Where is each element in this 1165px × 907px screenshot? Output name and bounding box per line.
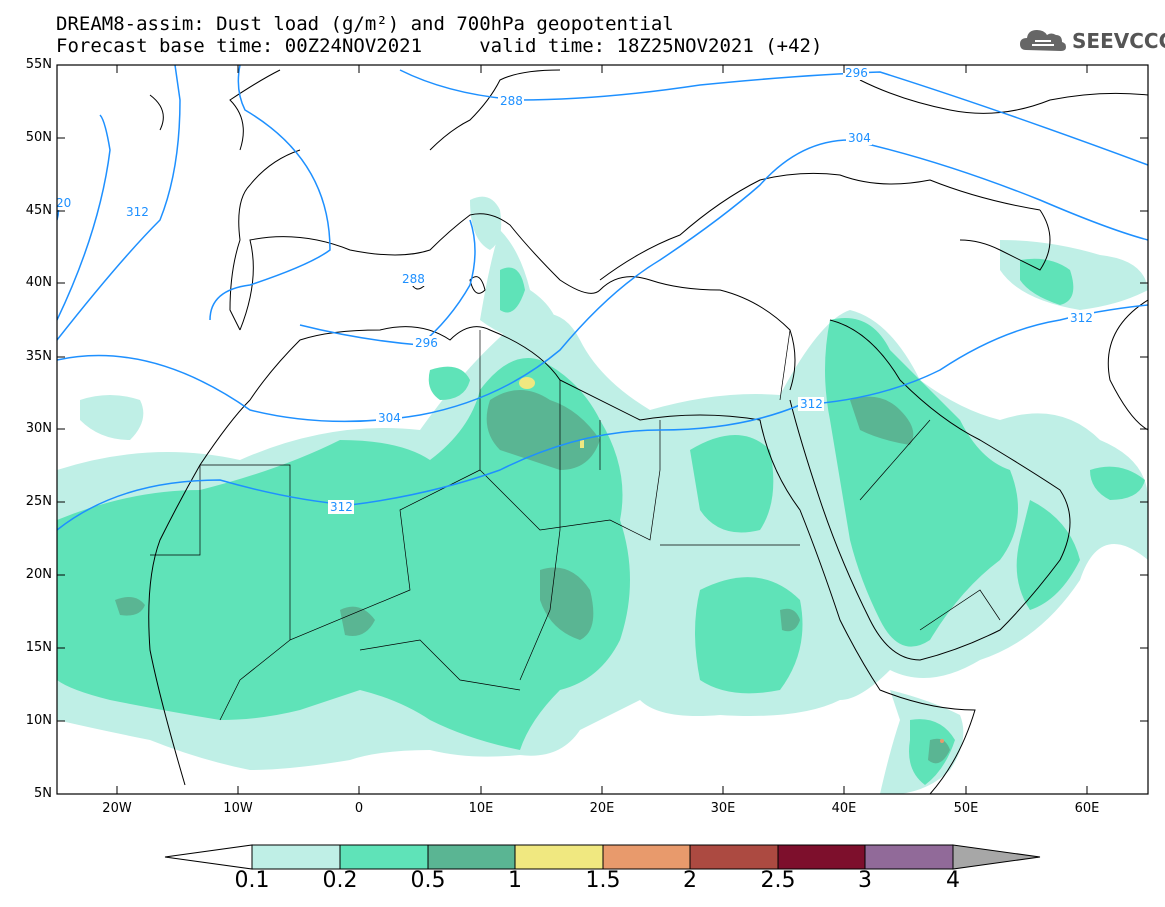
dust-level-1 xyxy=(519,377,584,448)
forecast-times: Forecast base time: 00Z24NOV2021 valid t… xyxy=(56,35,823,57)
contour-label: 312 xyxy=(330,500,353,514)
logo-text: SEEVCCC xyxy=(1072,29,1165,53)
lat-label: 25N xyxy=(25,494,52,509)
colorbar-label: 0.5 xyxy=(410,868,446,893)
cloud-icon xyxy=(1020,30,1066,51)
lat-label: 45N xyxy=(25,203,52,218)
colorbar-swatch xyxy=(251,844,341,870)
contour-label: 312 xyxy=(800,397,823,411)
contour-label: 304 xyxy=(378,411,401,425)
lon-label: 10W xyxy=(223,801,253,816)
lat-label: 40N xyxy=(25,275,52,290)
contour-label: 20 xyxy=(56,196,71,210)
country-borders xyxy=(150,329,1001,721)
colorbar-swatch xyxy=(864,844,954,870)
dust-level-1.5 xyxy=(940,739,944,743)
seevccc-logo: SEEVCCC xyxy=(1018,24,1165,58)
lon-label: 30E xyxy=(710,801,736,816)
colorbar-label: 3 xyxy=(858,868,872,893)
axis-ticks xyxy=(57,65,1148,794)
colorbar-label: 2.5 xyxy=(760,868,796,893)
lat-label: 10N xyxy=(25,713,52,728)
colorbar-label: 1 xyxy=(508,868,522,893)
colorbar-label: 2 xyxy=(683,868,697,893)
lat-label: 50N xyxy=(25,130,52,145)
lon-label: 0 xyxy=(354,801,364,816)
lat-label: 20N xyxy=(25,567,52,582)
colorbar-label: 0.1 xyxy=(234,868,270,893)
lat-label: 15N xyxy=(25,640,52,655)
lon-label: 50E xyxy=(953,801,979,816)
lat-label: 35N xyxy=(25,349,52,364)
colorbar-swatch xyxy=(339,844,429,870)
geopotential-contours xyxy=(57,65,1148,531)
colorbar-low-arrow xyxy=(164,844,253,870)
contour-label: 312 xyxy=(126,205,149,219)
colorbar-high-arrow xyxy=(952,844,1041,870)
colorbar xyxy=(164,844,1041,870)
contour-label: 288 xyxy=(402,272,425,286)
colorbar-label: 4 xyxy=(946,868,960,893)
colorbar-swatch xyxy=(689,844,779,870)
lon-label: 60E xyxy=(1074,801,1100,816)
contour-label: 288 xyxy=(500,94,523,108)
map-title: DREAM8-assim: Dust load (g/m²) and 700hP… xyxy=(56,13,674,35)
lat-label: 5N xyxy=(34,786,52,801)
contour-label: 304 xyxy=(848,131,871,145)
colorbar-swatch xyxy=(427,844,516,870)
colorbar-swatch xyxy=(777,844,866,870)
colorbar-label: 0.2 xyxy=(322,868,358,893)
contour-label: 312 xyxy=(1070,311,1093,325)
colorbar-swatch xyxy=(602,844,691,870)
contour-label: 296 xyxy=(845,66,868,80)
colorbar-swatch xyxy=(514,844,604,870)
lat-label: 55N xyxy=(25,57,52,72)
contour-label: 296 xyxy=(415,336,438,350)
lon-label: 20E xyxy=(589,801,615,816)
lon-label: 10E xyxy=(468,801,494,816)
lon-label: 40E xyxy=(831,801,857,816)
colorbar-label: 1.5 xyxy=(585,868,621,893)
contour-labels: 20 312 288 296 304 312 288 296 304 312 3… xyxy=(56,66,1094,514)
lon-label: 20W xyxy=(102,801,132,816)
lat-label: 30N xyxy=(25,421,52,436)
